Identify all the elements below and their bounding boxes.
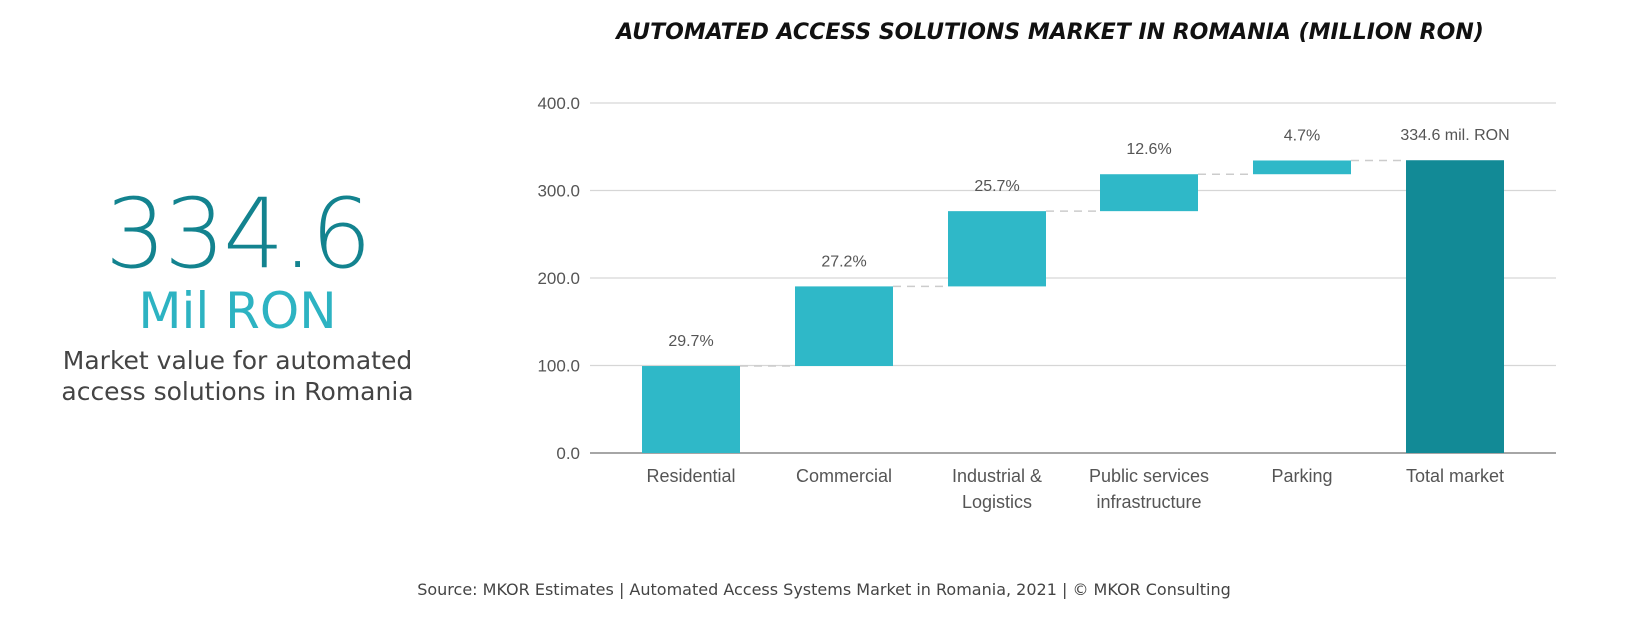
kpi-description: Market value for automated access soluti… (61, 346, 414, 406)
x-tick-label: Parking (1271, 466, 1332, 486)
bar (1406, 160, 1504, 453)
x-tick-label: Residential (646, 466, 735, 486)
kpi-value: 334.6 (105, 178, 372, 290)
y-tick-label: 0.0 (556, 444, 580, 463)
data-label: 12.6% (1126, 141, 1171, 158)
x-tick-label: Industrial & (952, 466, 1042, 486)
chart-title: AUTOMATED ACCESS SOLUTIONS MARKET IN ROM… (616, 20, 1484, 45)
data-label: 334.6 mil. RON (1400, 127, 1509, 144)
source-note: Source: MKOR Estimates | Automated Acces… (417, 580, 1231, 599)
data-label: 27.2% (821, 253, 866, 270)
data-label: 25.7% (974, 178, 1019, 195)
bar (795, 286, 893, 367)
x-tick-label: Logistics (962, 492, 1032, 512)
y-tick-label: 100.0 (537, 357, 580, 376)
y-tick-label: 300.0 (537, 182, 580, 201)
bar (948, 211, 1046, 287)
x-tick-label: Commercial (796, 466, 892, 486)
x-tick-label: infrastructure (1096, 492, 1201, 512)
bar (642, 366, 740, 453)
kpi-unit: Mil RON (138, 282, 337, 340)
bar (1253, 160, 1351, 175)
y-tick-label: 400.0 (537, 94, 580, 113)
y-tick-label: 200.0 (537, 269, 580, 288)
bar (1100, 174, 1198, 212)
data-label: 4.7% (1284, 127, 1320, 144)
data-label: 29.7% (668, 333, 713, 350)
x-tick-label: Public services (1089, 466, 1209, 486)
x-tick-label: Total market (1406, 466, 1504, 486)
